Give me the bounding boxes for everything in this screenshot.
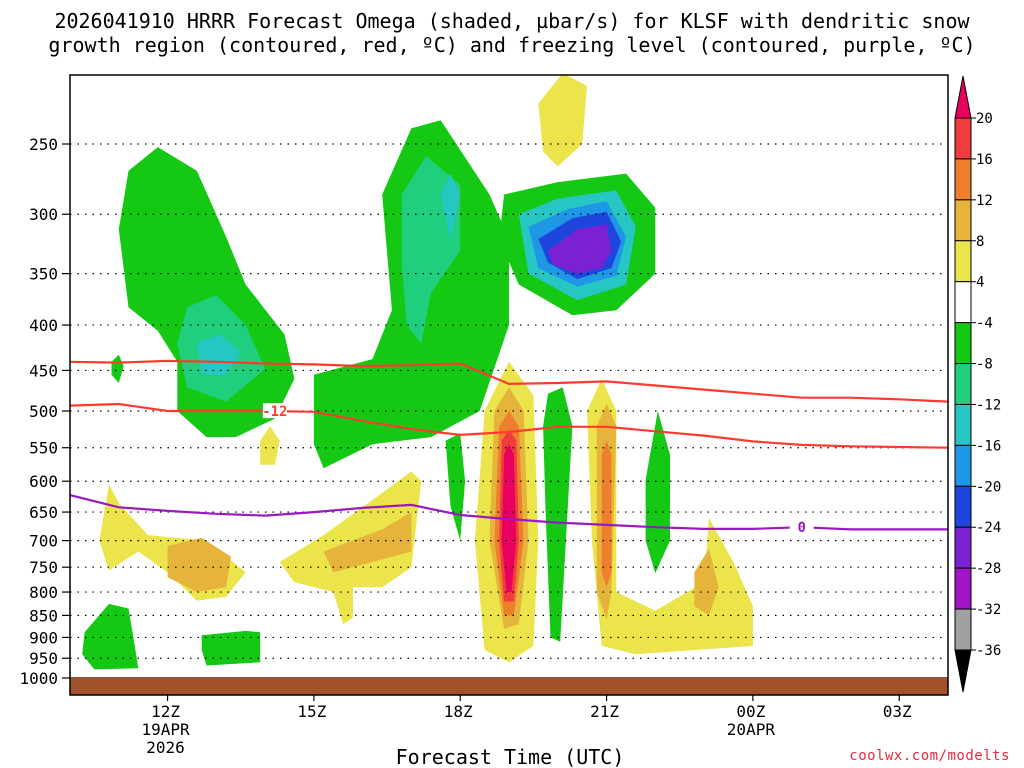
x-axis-label: Forecast Time (UTC)	[396, 745, 625, 768]
x-tick-label-20APR: 20APR	[727, 720, 776, 739]
colorbar-box-11	[954, 567, 972, 610]
x-tick-label-18Z: 18Z	[444, 702, 473, 721]
colorbar-box-5	[954, 322, 972, 365]
x-tick-label-21Z: 21Z	[590, 702, 619, 721]
shaded-region-24	[323, 512, 412, 573]
y-tick-label-1000: 1000	[19, 669, 58, 688]
y-tick-label-250: 250	[29, 135, 58, 154]
shaded-region-27	[694, 548, 719, 616]
colorbar-label-13: -36	[976, 643, 1001, 659]
colorbar-box-7	[954, 403, 972, 446]
y-tick-label-800: 800	[29, 583, 58, 602]
credit-text: coolwx.com/modelts	[849, 748, 1010, 764]
colorbar-label-5: -4	[976, 316, 993, 332]
y-tick-label-650: 650	[29, 503, 58, 522]
y-tick-label-950: 950	[29, 649, 58, 668]
shaded-region-12	[645, 411, 670, 574]
colorbar-box-2	[954, 199, 972, 242]
chart-title-line2: growth region (contoured, red, ºC) and f…	[48, 33, 975, 57]
contour-line-1	[70, 359, 948, 403]
shaded-region-14	[82, 603, 139, 670]
contour-label-0: -12	[262, 404, 287, 420]
y-tick-label-500: 500	[29, 402, 58, 421]
colorbar-label-6: -8	[976, 357, 993, 373]
y-tick-label-550: 550	[29, 439, 58, 458]
contour-label-bg-0	[262, 403, 287, 419]
colorbar-label-1: 16	[976, 152, 993, 168]
colorbar-label-8: -16	[976, 438, 1001, 454]
colorbar-label-3: 8	[976, 234, 984, 250]
chart-title: 2026041910 HRRR Forecast Omega (shaded, …	[54, 9, 970, 33]
colorbar-label-9: -20	[976, 479, 1001, 495]
colorbar-box-12	[954, 608, 972, 651]
omega-shaded-regions	[82, 75, 753, 670]
y-tick-label-700: 700	[29, 532, 58, 551]
colorbar-label-2: 12	[976, 193, 993, 209]
y-tick-label-400: 400	[29, 316, 58, 335]
terrain-ground-band	[70, 677, 948, 695]
colorbar: 20 16 12 8 4 -4 -8 -12 -16 -20 -24 -28 -32 -36	[954, 75, 1001, 693]
colorbar-box-1	[954, 158, 972, 201]
colorbar-label-4: 4	[976, 275, 984, 291]
contour-label-bg-2	[789, 519, 814, 535]
plot-frame	[69, 74, 949, 696]
y-axis-ticks: 250 300 350 400 450 500 550 600 650 700 750 800 850 9…	[19, 135, 70, 688]
colorbar-box-4	[954, 281, 972, 324]
colorbar-box-3	[954, 240, 972, 283]
colorbar-label-11: -28	[976, 561, 1001, 577]
shaded-region-6	[440, 173, 461, 240]
shaded-region-15	[201, 630, 261, 666]
colorbar-label-0: 20	[976, 111, 993, 127]
colorbar-cap-top	[954, 75, 972, 119]
colorbar-box-6	[954, 363, 972, 405]
x-tick-label-00Z: 00Z	[736, 702, 765, 721]
y-tick-label-750: 750	[29, 558, 58, 577]
colorbar-cap-bottom	[954, 649, 972, 693]
shaded-region-5	[196, 334, 241, 376]
shaded-region-29	[601, 440, 612, 588]
x-tick-label-03Z: 03Z	[883, 702, 912, 721]
colorbar-box-8	[954, 444, 972, 487]
y-tick-label-850: 850	[29, 606, 58, 625]
colorbar-label-12: -32	[976, 602, 1001, 618]
x-tick-label-2026: 2026	[146, 738, 185, 757]
y-tick-label-900: 900	[29, 628, 58, 647]
y-tick-label-350: 350	[29, 265, 58, 284]
colorbar-label-7: -12	[976, 397, 1001, 413]
shaded-region-11	[543, 387, 573, 642]
y-tick-label-450: 450	[29, 361, 58, 380]
colorbar-box-10	[954, 526, 972, 569]
contour-line-0	[70, 402, 948, 449]
contour-line-2	[70, 494, 948, 531]
y-tick-label-300: 300	[29, 205, 58, 224]
shaded-region-22	[260, 426, 280, 465]
colorbar-label-10: -24	[976, 520, 1001, 536]
x-tick-label-19APR: 19APR	[141, 720, 190, 739]
contour-label-2: 0	[797, 520, 805, 536]
colorbar-box-0	[954, 117, 972, 160]
x-tick-label-15Z: 15Z	[297, 702, 326, 721]
x-tick-label-12Z: 12Z	[151, 702, 180, 721]
y-tick-label-600: 600	[29, 472, 58, 491]
shaded-region-13	[445, 433, 466, 541]
contour-lines: -12 0	[70, 359, 948, 536]
colorbar-box-9	[954, 485, 972, 528]
shaded-region-23	[167, 537, 231, 592]
shaded-region-10	[548, 224, 612, 274]
